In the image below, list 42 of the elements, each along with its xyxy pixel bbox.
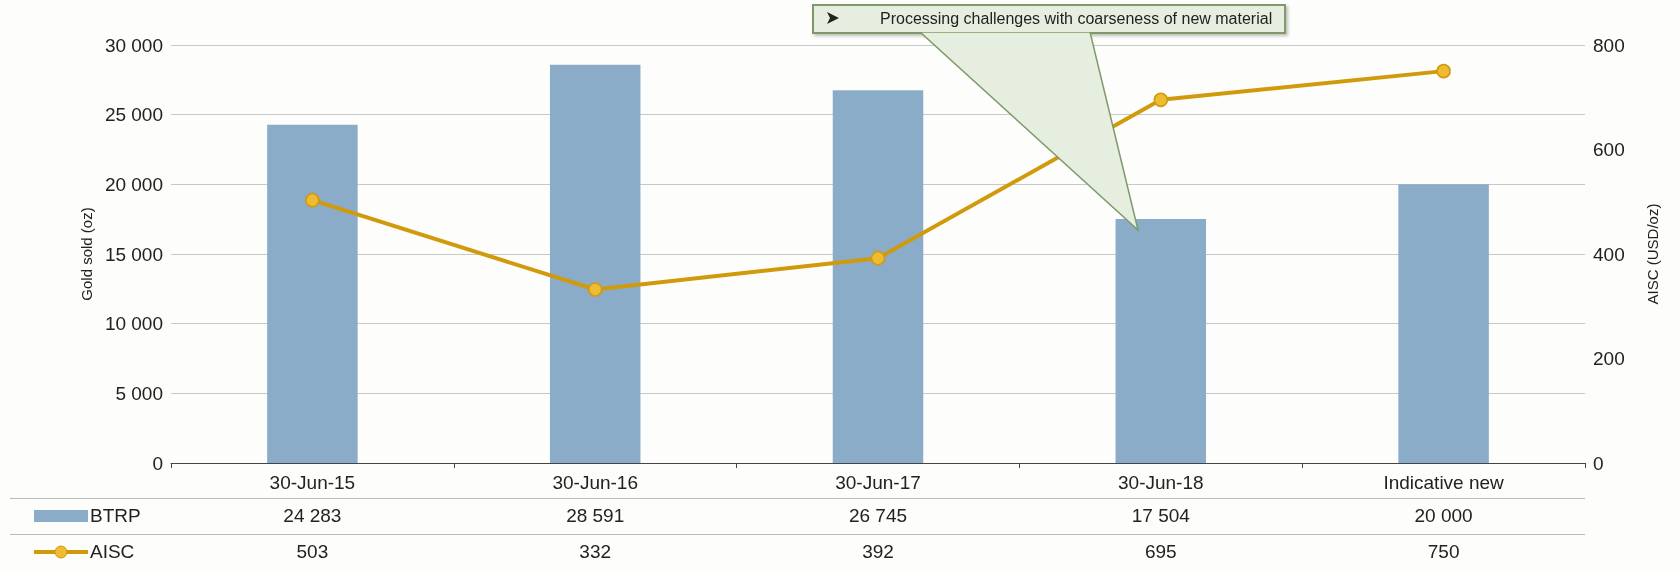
y2-axis-title: AISC (USD/oz) bbox=[1644, 203, 1661, 305]
y2-tick-label: 0 bbox=[1593, 452, 1604, 474]
y-tick-label: 10 000 bbox=[104, 313, 163, 335]
point bbox=[1436, 63, 1451, 79]
data-label: 503 bbox=[296, 541, 329, 563]
y-tick-label: 15 000 bbox=[104, 243, 163, 265]
bar bbox=[1115, 219, 1207, 463]
x-tick-label: 30-Jun-18 bbox=[1118, 472, 1204, 493]
y-tick-label: 25 000 bbox=[104, 104, 163, 126]
x-tick-label: 30-Jun-17 bbox=[835, 472, 921, 493]
point bbox=[305, 192, 320, 208]
y2-tick-label: 400 bbox=[1593, 243, 1625, 265]
point bbox=[870, 250, 886, 266]
y-tick-label: 30 000 bbox=[104, 34, 163, 56]
y2-tick-label: 200 bbox=[1593, 348, 1625, 369]
data-label: 332 bbox=[579, 541, 612, 563]
y-tick-label: 20 000 bbox=[104, 173, 163, 195]
y-tick-label: 5 000 bbox=[115, 382, 163, 404]
y-axis-title: Gold sold (oz) bbox=[77, 207, 95, 301]
x-tick-label: Indicative new bbox=[1383, 472, 1505, 493]
data-label: 20 000 bbox=[1414, 505, 1473, 527]
data-label: 26 745 bbox=[848, 505, 908, 527]
data-label: 17 504 bbox=[1131, 505, 1190, 527]
y-tick-label: 0 bbox=[152, 452, 163, 474]
legend-label: AISC bbox=[90, 541, 135, 563]
data-label: 695 bbox=[1144, 541, 1177, 563]
y2-tick-label: 600 bbox=[1593, 139, 1625, 160]
bar bbox=[1398, 184, 1489, 463]
text: Processing challenges with coarseness of new material bbox=[812, 4, 1287, 34]
x-tick-label: 30-Jun-15 bbox=[269, 472, 356, 493]
point bbox=[1153, 92, 1169, 108]
x-tick-label: 30-Jun-16 bbox=[552, 472, 638, 493]
bar bbox=[267, 124, 358, 463]
legend-label: BTRP bbox=[90, 505, 141, 527]
y2-tick-label: 800 bbox=[1593, 34, 1625, 56]
data-label: 24 283 bbox=[283, 505, 342, 527]
data-label: 750 bbox=[1427, 541, 1460, 563]
bar bbox=[549, 64, 641, 463]
data-label: 28 591 bbox=[566, 505, 625, 527]
point bbox=[587, 282, 603, 297]
bar bbox=[832, 90, 924, 463]
data-label: 392 bbox=[862, 541, 894, 563]
